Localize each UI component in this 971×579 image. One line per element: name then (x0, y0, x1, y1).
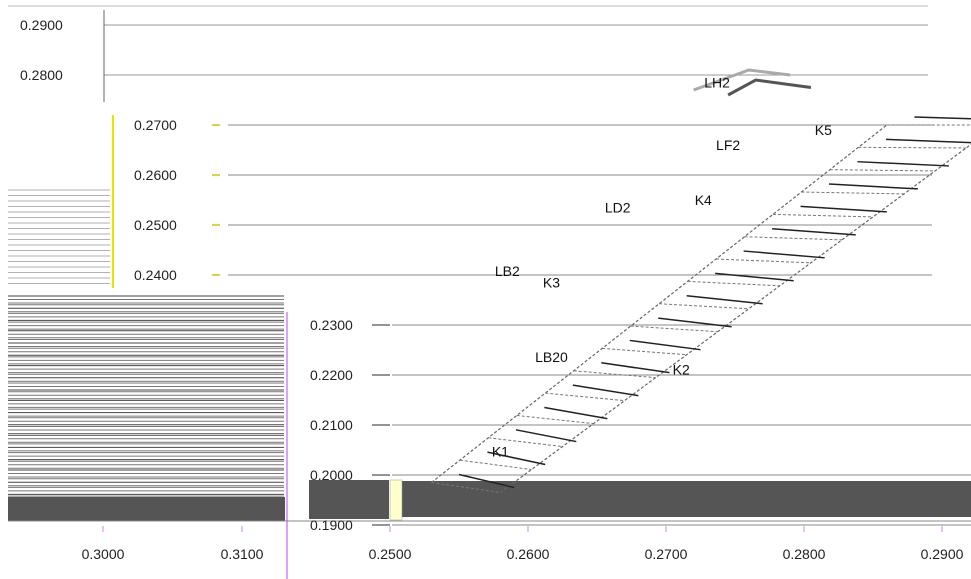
ladder-rung (516, 414, 594, 425)
lh2-shape-light (693, 68, 791, 92)
annotation-label-lb20: LB20 (535, 349, 568, 365)
y-tick-label-middle: 0.2600 (134, 167, 177, 183)
bottom-panel-area (287, 290, 971, 480)
annotation-label-lb2: LB2 (495, 263, 520, 279)
x-tick-label: 0.3100 (221, 546, 264, 562)
axes (8, 5, 971, 579)
ladder-rail (431, 124, 888, 483)
ladder-rung (744, 236, 842, 241)
y-tick-label-bottom: 0.1900 (310, 517, 353, 533)
ladder-rung-dark (515, 429, 577, 443)
x-tick-label: 0.2700 (645, 546, 688, 562)
lh2-shape-dark (727, 78, 812, 97)
ladder-rung-dark (686, 295, 763, 305)
ladder-rung-dark (658, 317, 732, 328)
baseline-band-left (8, 497, 285, 521)
ladder-rung-dark (572, 384, 639, 397)
ladder-rung (801, 191, 905, 195)
x-tick-label: 0.2900 (921, 546, 964, 562)
ladder-rung-dark (715, 272, 794, 282)
ladder-rung-dark (629, 339, 701, 351)
annotation-label-k1: K1 (492, 444, 509, 460)
top-panel (8, 6, 928, 102)
ladder-rail (500, 143, 971, 493)
axis-gap-marker (389, 479, 403, 521)
ladder-rung (602, 347, 687, 356)
y-tick-label-middle: 0.2500 (134, 217, 177, 233)
x-tick-label: 0.3000 (82, 546, 125, 562)
x-axis-area (0, 522, 971, 579)
ladder-rung (630, 325, 718, 333)
ladder-rung (858, 146, 967, 149)
ladder-rung-dark (772, 227, 856, 236)
ladder-rung (573, 370, 656, 379)
ladder-rung (687, 280, 780, 287)
annotation-label-lf2: LF2 (716, 137, 740, 153)
ladder-rung-dark (800, 205, 887, 213)
ladder-rung-dark (601, 362, 670, 374)
annotation-label-k5: K5 (815, 122, 832, 138)
y-tick-label-top: 0.2800 (20, 67, 63, 83)
ladder-rung-dark (743, 250, 825, 259)
y-tick-label-middle: 0.2400 (134, 267, 177, 283)
y-tick-label-middle: 0.2700 (134, 117, 177, 133)
ladder-rung-dark (914, 116, 971, 120)
y-tick-label-bottom: 0.2000 (310, 467, 353, 483)
ladder-rung-dark (857, 160, 949, 167)
ladder-rung-dark (885, 138, 971, 144)
middle-panel (112, 106, 932, 286)
ladder-rung-dark (458, 473, 515, 489)
ladder-rung-dark (487, 451, 546, 466)
x-tick-label: 0.2600 (507, 546, 550, 562)
annotation-label-k4: K4 (695, 192, 712, 208)
gridlines (104, 24, 971, 526)
annotation-label-k3: K3 (543, 275, 560, 291)
ladder-rung (772, 213, 874, 218)
ladder-rung-dark (544, 406, 608, 420)
x-tick-label: 0.2500 (369, 546, 412, 562)
y-tick-label-top: 0.2900 (20, 17, 63, 33)
ladder-rung (459, 459, 532, 471)
ladder-rung-dark (828, 183, 918, 190)
annotation-label-k2: K2 (673, 362, 690, 378)
y-tick-label-bottom: 0.2300 (310, 317, 353, 333)
annotations: LH2 K5 LF2 K4 LD2 LB2 K3 LB20 K2 K1 (492, 75, 832, 460)
ladder-rung (716, 258, 811, 264)
ladder-rung (545, 392, 625, 402)
baseline-band-mid (309, 479, 389, 519)
tick-labels: 0.2900 0.2800 0.2700 0.2600 0.2500 0.2400 0.23… (20, 17, 964, 562)
ladder-rung (829, 169, 936, 172)
ladder-rung (488, 437, 563, 448)
ladder-rung (431, 482, 501, 493)
annotation-label-lh2: LH2 (704, 75, 730, 91)
baseline-band-right (402, 481, 971, 517)
y-tick-label-bottom: 0.2200 (310, 367, 353, 383)
x-tick-label: 0.2800 (783, 546, 826, 562)
annotation-label-ld2: LD2 (605, 200, 631, 216)
ladder-diagram (431, 68, 971, 493)
y-tick-label-bottom: 0.2100 (310, 417, 353, 433)
